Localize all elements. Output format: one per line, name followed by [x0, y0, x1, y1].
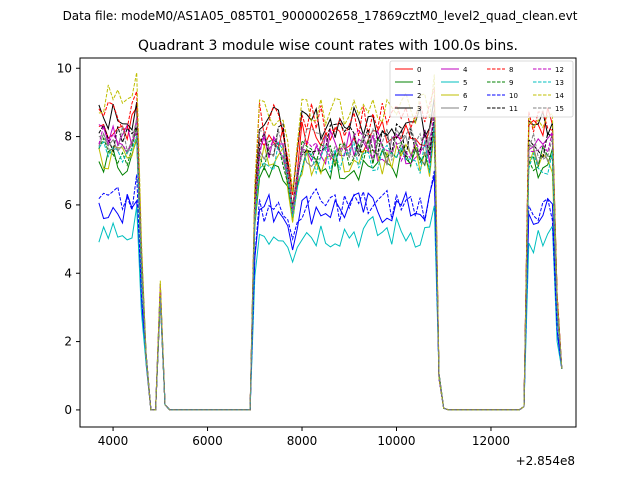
y-tick-label: 10 — [57, 61, 72, 75]
series-line-13 — [98, 122, 563, 411]
series-line-8 — [98, 87, 563, 411]
y-tick-label: 6 — [64, 198, 72, 212]
y-tick-label: 2 — [64, 335, 72, 349]
x-tick-label: 10000 — [377, 434, 415, 448]
x-tick-label: 6000 — [192, 434, 223, 448]
figure-suptitle: Data file: modeM0/AS1A05_085T01_90000026… — [63, 9, 578, 23]
x-tick-label: 4000 — [98, 434, 129, 448]
legend-label-14: 14 — [555, 92, 564, 100]
x-tick-label: 12000 — [472, 434, 510, 448]
series-line-4 — [98, 118, 563, 411]
legend-label-11: 11 — [509, 105, 518, 113]
legend-label-12: 12 — [555, 66, 564, 74]
legend-label-6: 6 — [463, 92, 468, 100]
y-tick-label: 8 — [64, 130, 72, 144]
y-tick-label: 0 — [64, 403, 72, 417]
legend-label-3: 3 — [417, 105, 421, 113]
legend-label-15: 15 — [555, 105, 564, 113]
y-tick-label: 4 — [64, 266, 72, 280]
x-axis: 4000 6000 8000 10000 12000 — [98, 427, 510, 448]
series-line-14 — [98, 72, 563, 411]
legend-label-10: 10 — [509, 92, 518, 100]
legend-label-1: 1 — [417, 79, 421, 87]
plot-frame — [79, 57, 577, 428]
legend-label-13: 13 — [555, 79, 564, 87]
legend-label-7: 7 — [463, 105, 467, 113]
y-axis: 0 2 4 6 8 10 — [57, 61, 80, 417]
series-line-15 — [98, 112, 563, 411]
legend-label-9: 9 — [509, 79, 513, 87]
legend-label-8: 8 — [509, 66, 513, 74]
legend-label-5: 5 — [463, 79, 467, 87]
series-line-3 — [98, 97, 563, 411]
plot-series-group — [98, 72, 563, 411]
x-tick-label: 8000 — [287, 434, 318, 448]
legend-label-4: 4 — [463, 66, 468, 74]
series-line-6 — [98, 131, 563, 411]
series-line-10 — [98, 170, 563, 411]
legend-box — [389, 60, 574, 118]
legend-label-0: 0 — [417, 66, 421, 74]
legend-label-2: 2 — [417, 92, 421, 100]
series-line-5 — [98, 205, 563, 411]
x-axis-offset-label: +2.854e8 — [516, 454, 575, 468]
chart-title: Quadrant 3 module wise count rates with … — [138, 38, 518, 54]
series-line-7 — [98, 123, 563, 411]
series-line-2 — [98, 175, 563, 411]
series-line-9 — [98, 126, 563, 411]
